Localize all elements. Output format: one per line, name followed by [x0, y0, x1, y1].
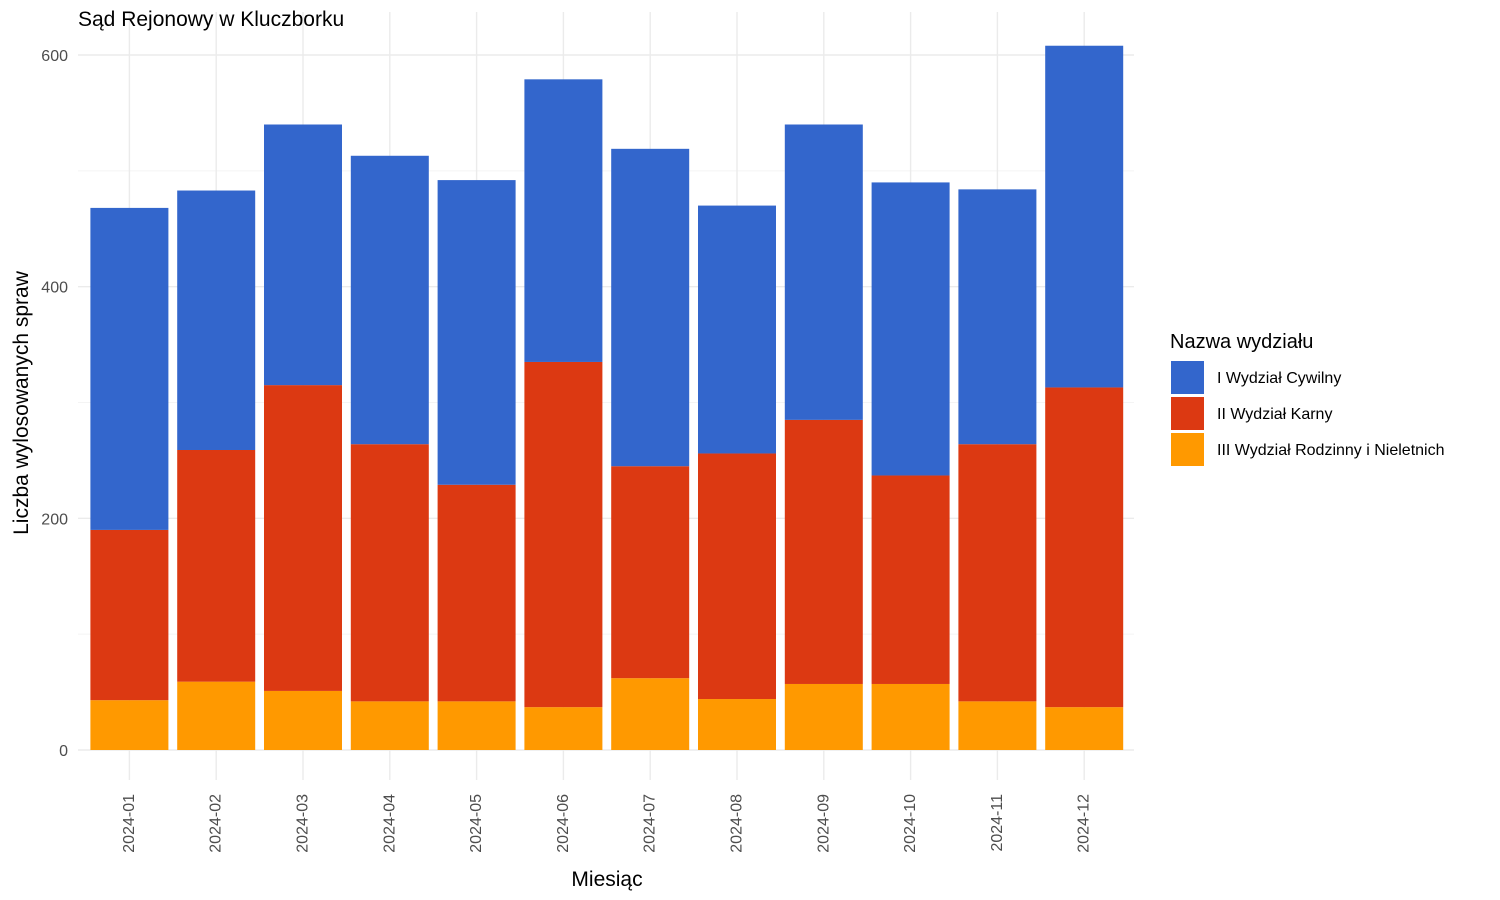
bar-segment	[611, 148, 690, 467]
y-tick-label: 400	[41, 280, 68, 297]
x-tick-label: 2024-01	[121, 794, 138, 853]
bar-segment	[437, 180, 516, 485]
bar-segment	[350, 701, 429, 750]
legend-label: III Wydział Rodzinny i Nieletnich	[1217, 442, 1445, 459]
bar-segment	[611, 466, 690, 679]
x-tick-label: 2024-11	[989, 794, 1006, 852]
y-tick-label: 600	[41, 48, 68, 65]
bar-segment	[1045, 387, 1124, 708]
bar-segment	[524, 707, 603, 750]
bar-segment	[524, 361, 603, 708]
bar-segment	[784, 419, 863, 684]
legend-key	[1171, 361, 1204, 394]
bar-segment	[958, 444, 1037, 702]
legend-label: I Wydział Cywilny	[1217, 370, 1341, 387]
bar-segment	[784, 683, 863, 750]
x-tick-label: 2024-02	[208, 794, 225, 853]
x-tick-label: 2024-09	[815, 794, 832, 853]
legend-title: Nazwa wydziału	[1170, 331, 1313, 353]
bar-segment	[1045, 707, 1124, 750]
legend: Nazwa wydziału I Wydział Cywilny II Wydzi…	[1170, 331, 1445, 466]
y-tick-label: 0	[59, 743, 68, 760]
x-axis-ticks: 2024-01 2024-02 2024-03 2024-04 2024-05 2024-…	[121, 794, 1093, 853]
bar-segment	[611, 678, 690, 750]
bar-segment	[264, 690, 342, 750]
bar-segment	[698, 699, 776, 750]
bar-segment	[437, 484, 516, 702]
bar-segment	[177, 449, 256, 682]
bar-segment	[698, 205, 776, 454]
bar-segment	[871, 182, 950, 476]
chart-title: Sąd Rejonowy w Kluczborku	[78, 8, 344, 31]
x-tick-label: 2024-03	[295, 794, 312, 853]
bar-segment	[177, 681, 256, 750]
x-tick-label: 2024-08	[729, 794, 746, 853]
bar-segment	[177, 190, 256, 450]
bar-segment	[437, 701, 516, 750]
bars	[90, 45, 1124, 750]
bar-segment	[871, 683, 950, 750]
y-axis-ticks: 0 200 400 600	[41, 48, 68, 760]
bar-segment	[958, 189, 1037, 445]
y-axis-title: Liczba wylosowanych spraw	[10, 270, 33, 535]
x-tick-label: 2024-10	[902, 794, 919, 853]
x-tick-label: 2024-04	[381, 794, 398, 853]
bar-segment	[90, 207, 169, 530]
bar-segment	[524, 79, 603, 362]
bar-segment	[958, 701, 1037, 750]
legend-key	[1171, 433, 1204, 466]
bar-segment	[1045, 45, 1124, 388]
x-tick-label: 2024-07	[642, 794, 659, 853]
bar-segment	[784, 124, 863, 420]
x-axis-title: Miesiąc	[571, 868, 642, 891]
legend-key	[1171, 397, 1204, 430]
legend-label: II Wydział Karny	[1217, 406, 1332, 423]
bar-segment	[350, 155, 429, 445]
bar-segment	[264, 124, 342, 386]
bar-segment	[871, 475, 950, 684]
bar-segment	[90, 529, 169, 701]
x-tick-label: 2024-12	[1076, 794, 1093, 853]
bar-segment	[350, 444, 429, 702]
bar-segment	[264, 385, 342, 691]
bar-segment	[698, 453, 776, 700]
x-tick-label: 2024-06	[555, 794, 572, 853]
y-tick-label: 200	[41, 511, 68, 528]
bar-segment	[90, 700, 169, 750]
x-tick-label: 2024-05	[468, 794, 485, 853]
